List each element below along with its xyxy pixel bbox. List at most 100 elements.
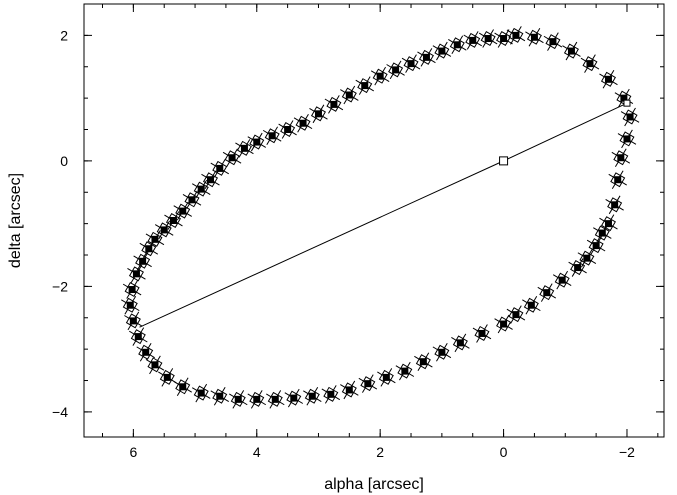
data-box-outline xyxy=(310,106,326,122)
data-box-outline xyxy=(622,109,638,125)
data-marker xyxy=(327,390,335,398)
data-box-outline xyxy=(545,34,561,50)
data-marker xyxy=(419,358,427,366)
data-marker xyxy=(453,41,461,49)
data-box-outline xyxy=(165,212,181,229)
data-point xyxy=(145,355,165,375)
data-box-outline xyxy=(304,388,320,404)
data-marker xyxy=(620,94,628,102)
data-marker xyxy=(614,176,622,184)
data-marker xyxy=(549,38,557,46)
data-point xyxy=(284,388,304,408)
data-point xyxy=(129,327,148,346)
data-point xyxy=(340,380,359,400)
data-point xyxy=(608,170,627,189)
data-point xyxy=(562,41,581,61)
data-point xyxy=(472,324,492,343)
x-tick-label: −2 xyxy=(619,444,635,460)
data-point xyxy=(552,270,572,290)
data-point xyxy=(247,132,267,152)
data-point xyxy=(201,170,220,189)
data-box-outline xyxy=(360,376,376,392)
data-point xyxy=(210,159,230,178)
data-marker xyxy=(438,348,446,356)
data-marker xyxy=(604,220,612,228)
data-box-outline xyxy=(341,382,357,398)
data-point xyxy=(543,32,563,51)
line-end-marker xyxy=(623,99,631,107)
data-marker xyxy=(611,201,619,209)
data-box-outline xyxy=(378,369,394,385)
data-point xyxy=(593,223,612,243)
data-point xyxy=(182,190,202,210)
data-box-outline xyxy=(579,250,595,266)
data-box-outline xyxy=(159,369,175,385)
data-marker xyxy=(438,47,446,55)
data-box-outline xyxy=(147,357,163,373)
data-point xyxy=(124,311,143,331)
data-marker xyxy=(364,380,372,388)
x-tick-label: 4 xyxy=(253,444,261,460)
data-point xyxy=(158,368,177,387)
data-box-outline xyxy=(249,134,265,150)
data-marker xyxy=(216,392,224,400)
data-box-outline xyxy=(397,363,413,379)
data-box-outline xyxy=(124,282,140,298)
data-point xyxy=(586,236,606,255)
data-marker xyxy=(160,226,168,234)
data-point xyxy=(577,248,597,268)
data-point xyxy=(386,60,405,80)
data-point xyxy=(154,220,174,240)
data-marker xyxy=(512,311,520,319)
data-box-outline xyxy=(496,31,512,47)
data-box-outline xyxy=(230,391,246,407)
data-box-outline xyxy=(600,216,616,232)
data-point xyxy=(121,295,140,315)
data-box-outline xyxy=(594,225,610,241)
data-marker xyxy=(583,254,591,262)
data-box-outline xyxy=(563,43,579,59)
data-marker xyxy=(271,395,279,403)
data-box-outline xyxy=(125,313,141,329)
data-marker xyxy=(132,270,140,278)
data-point xyxy=(605,195,624,215)
data-box-outline xyxy=(508,307,524,323)
data-point xyxy=(222,148,242,168)
data-point xyxy=(525,28,544,47)
x-tick-label: 6 xyxy=(129,444,137,460)
data-point xyxy=(611,148,631,168)
data-marker xyxy=(308,392,316,400)
data-marker xyxy=(592,242,600,250)
data-point xyxy=(370,66,390,86)
data-marker xyxy=(179,207,187,215)
data-point xyxy=(463,31,482,50)
data-box-outline xyxy=(286,390,302,406)
data-point xyxy=(537,283,557,302)
data-point xyxy=(506,305,526,324)
data-point xyxy=(293,113,313,133)
line-of-nodes xyxy=(139,102,628,328)
tick-labels: 6 4 2 0 −2 2 0 −2 −4 xyxy=(52,27,635,460)
data-point xyxy=(235,139,254,158)
data-point xyxy=(145,230,165,249)
data-point xyxy=(127,264,146,284)
data-marker xyxy=(469,36,477,44)
data-box-outline xyxy=(357,78,373,94)
data-marker xyxy=(512,31,520,39)
data-point xyxy=(568,258,587,277)
data-box-outline xyxy=(212,160,228,176)
data-marker xyxy=(216,164,224,172)
data-point xyxy=(278,120,297,139)
data-box-outline xyxy=(141,241,157,257)
data-point xyxy=(417,48,436,67)
data-box-outline xyxy=(193,181,209,197)
data-box-outline xyxy=(619,131,635,147)
data-marker xyxy=(392,66,400,74)
data-box-outline xyxy=(539,285,555,301)
data-point xyxy=(164,211,183,230)
data-box-outline xyxy=(267,391,283,407)
data-marker xyxy=(422,53,430,61)
data-box-outline xyxy=(280,121,296,138)
data-box-outline xyxy=(341,87,357,103)
data-box-outline xyxy=(156,222,172,238)
